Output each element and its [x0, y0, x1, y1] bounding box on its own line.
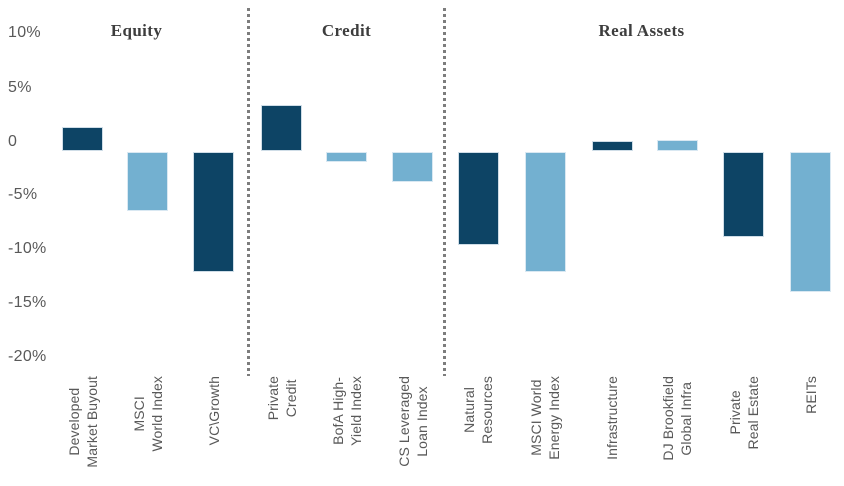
bar-natural-resources — [457, 151, 499, 245]
category-label-msci-world-energy-index: MSCI World Energy Index — [528, 376, 562, 460]
y-tick-label-20: -20% — [8, 348, 47, 365]
category-label-msci-world-index: MSCI World Index — [130, 376, 165, 452]
category-label-bofa-high-yield-index: BofA High- Yield Index — [329, 376, 364, 446]
y-tick-label-10: -10% — [8, 240, 47, 257]
category-label-natural-resources: Natural Resources — [461, 376, 495, 444]
y-tick-label-5: -5% — [8, 186, 38, 203]
bar-private-real-estate — [723, 151, 764, 238]
category-label-reits: REITs — [802, 376, 819, 414]
y-tick-label-15: -15% — [8, 294, 47, 311]
bar-infrastructure — [591, 140, 633, 152]
bar-msci-world-energy-index — [524, 151, 566, 272]
category-label-private-real-estate: Private Real Estate — [726, 376, 761, 450]
category-label-dj-brookfield-global-infra: DJ Brookfield Global Infra — [660, 376, 694, 461]
y-tick-label-5: 5% — [8, 79, 32, 96]
section-header-credit: Credit — [321, 21, 372, 40]
section-divider-1 — [246, 8, 250, 376]
category-label-private-credit: Private Credit — [264, 376, 299, 421]
section-header-equity: Equity — [110, 21, 163, 40]
category-label-developed-market-buyout: Developed Market Buyout — [65, 376, 100, 468]
y-tick-label-10: 10% — [8, 24, 41, 41]
bar-developed-market-buyout — [62, 126, 103, 152]
bar-msci-world-index — [127, 151, 168, 211]
bar-cs-leveraged-loan-index — [392, 151, 433, 182]
category-label-cs-leveraged-loan-index: CS Leveraged Loan Index — [395, 376, 430, 467]
bar-private-credit — [261, 105, 302, 152]
category-label-vc-growth: VC\Growth — [205, 376, 222, 446]
bar-dj-brookfield-global-infra — [656, 139, 698, 152]
section-divider-2 — [442, 8, 446, 376]
bar-bofa-high-yield-index — [326, 151, 367, 163]
bar-reits — [790, 151, 831, 293]
category-label-infrastructure: Infrastructure — [604, 376, 620, 460]
bar-vc-growth — [193, 151, 234, 272]
y-tick-label-0: 0 — [8, 132, 18, 150]
section-header-real-assets: Real Assets — [598, 21, 685, 40]
